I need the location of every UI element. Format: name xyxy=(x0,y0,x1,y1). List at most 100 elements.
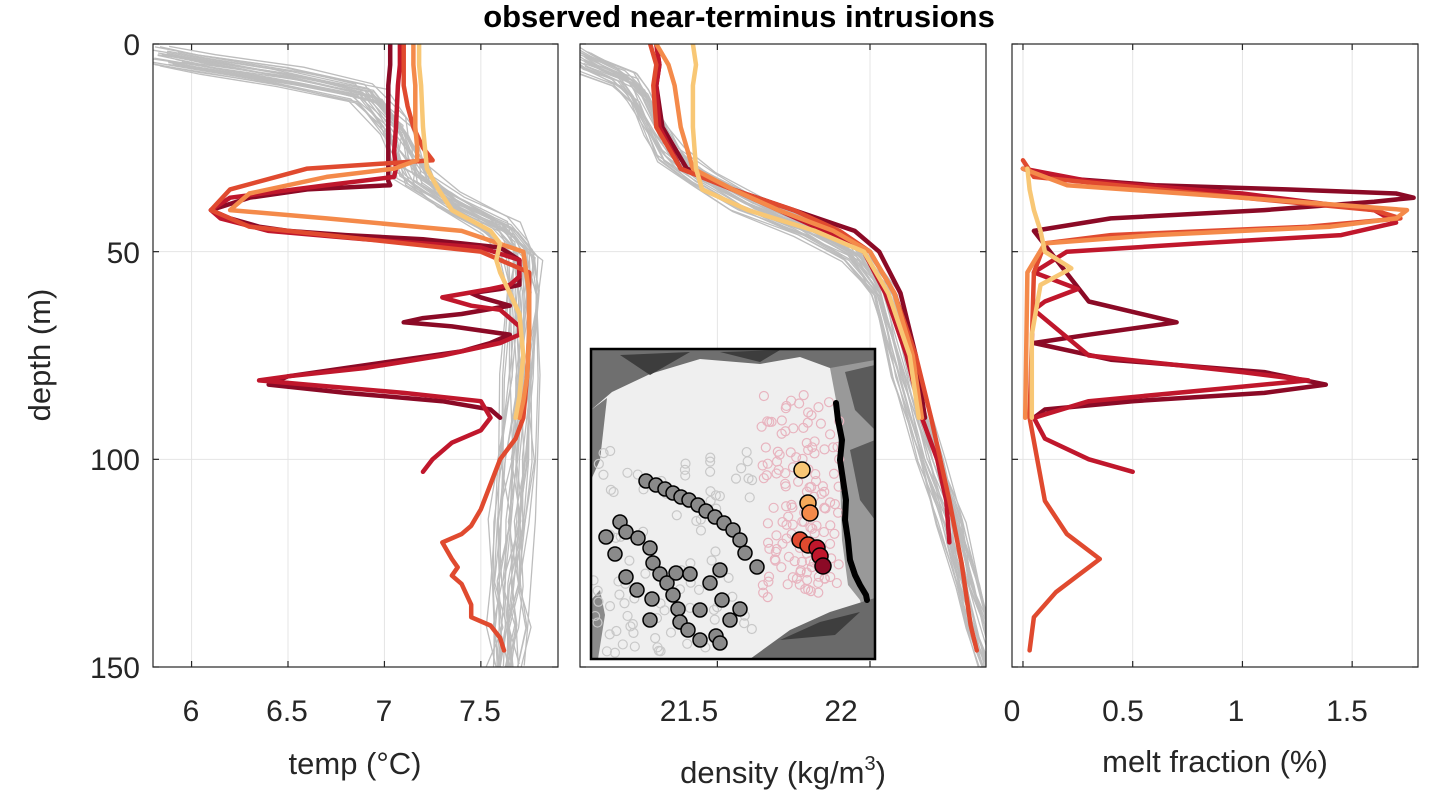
inset-open-marker-pink xyxy=(809,448,820,459)
inset-open-marker-pink xyxy=(777,538,788,549)
inset-open-marker-pink xyxy=(831,577,842,589)
inset-open-marker-grey xyxy=(746,623,757,635)
inset-profile-marker-grey xyxy=(737,545,753,561)
inset-open-marker-pink xyxy=(776,428,787,439)
inset-open-marker-pink xyxy=(763,576,774,587)
inset-open-marker-grey xyxy=(598,447,609,459)
series-line-profile-2 xyxy=(208,44,522,475)
inset-open-marker-pink xyxy=(764,416,775,428)
inset-profile-marker-grey xyxy=(680,622,696,638)
x-tick-labels-temp: 6 6.5 7 7.5 xyxy=(183,695,501,728)
inset-land-southwest xyxy=(591,590,605,659)
inset-open-marker-pink xyxy=(781,519,792,530)
inset-open-marker-grey xyxy=(682,638,693,649)
inset-open-marker-grey xyxy=(650,633,661,644)
inset-open-marker-pink xyxy=(763,571,775,582)
inset-profile-marker-grey xyxy=(629,582,645,598)
inset-open-marker-grey xyxy=(744,492,755,503)
inset-profile-marker-grey xyxy=(598,529,614,545)
inset-open-marker-grey xyxy=(624,555,635,566)
inset-open-marker-grey xyxy=(705,466,716,477)
ticks-density xyxy=(580,43,986,668)
background-profile-line xyxy=(173,63,540,667)
plot-area-melt xyxy=(1012,44,1418,667)
x-tick-label: 7 xyxy=(376,695,393,728)
inset-open-marker-grey xyxy=(605,445,616,457)
inset-open-marker-pink xyxy=(782,579,793,590)
inset-open-marker-grey xyxy=(659,605,670,616)
x-axis-label-temp: temp (°C) xyxy=(289,746,422,781)
inset-open-marker-grey xyxy=(680,470,691,481)
inset-profile-marker-grey xyxy=(630,530,646,546)
inset-open-marker-pink xyxy=(805,586,816,597)
inset-open-marker-grey xyxy=(604,601,616,612)
inset-open-marker-pink xyxy=(780,478,791,489)
inset-open-marker-pink xyxy=(829,499,841,510)
inset-open-marker-grey xyxy=(629,641,640,652)
panel-temperature: 0 50 100 150 6 6.5 7 7.5 temp (°C) depth… xyxy=(22,29,559,781)
inset-profile-marker-grey xyxy=(722,612,738,628)
x-tick-label: 22 xyxy=(824,695,857,728)
inset-profile-marker-grey xyxy=(732,601,748,617)
inset-markers xyxy=(591,390,845,658)
inset-profile-marker-grey xyxy=(712,635,728,651)
inset-map xyxy=(589,347,877,661)
inset-profile-marker-grey xyxy=(682,566,698,582)
series-line-profile-2 xyxy=(654,44,952,545)
inset-open-marker-pink xyxy=(819,502,830,513)
inset-profile-marker-grey xyxy=(714,592,730,608)
inset-open-marker-grey xyxy=(705,452,716,463)
inset-open-marker-pink xyxy=(758,390,770,402)
x-tick-label: 1 xyxy=(1228,695,1245,728)
background-profile-line xyxy=(175,58,532,667)
inset-terrain-texture xyxy=(845,365,875,520)
inset-open-marker-pink xyxy=(774,449,785,460)
inset-profile-marker-grey xyxy=(670,601,686,617)
inset-open-marker-grey xyxy=(671,510,682,521)
series-line-profile-5 xyxy=(416,44,526,421)
inset-open-marker-pink xyxy=(761,470,772,481)
inset-open-marker-grey xyxy=(679,464,691,475)
inset-open-marker-pink xyxy=(786,499,797,511)
inset-profile-marker-grey xyxy=(607,546,623,562)
inset-open-marker-pink xyxy=(791,452,802,463)
inset-open-marker-pink xyxy=(769,554,780,565)
inset-open-marker-pink xyxy=(762,458,773,469)
inset-open-marker-grey xyxy=(604,629,615,640)
y-axis-label: depth (m) xyxy=(22,289,57,422)
inset-profile-marker-grey xyxy=(659,575,675,591)
inset-profile-marker-grey xyxy=(712,562,728,578)
axes-box-temp xyxy=(152,43,559,668)
inset-open-marker-pink xyxy=(809,436,820,447)
inset-open-marker-pink xyxy=(795,567,806,578)
inset-profile-marker-grey xyxy=(642,540,658,556)
inset-open-marker-grey xyxy=(593,596,604,607)
inset-open-marker-pink xyxy=(776,562,787,573)
inset-open-marker-grey xyxy=(709,614,720,625)
inset-open-marker-pink xyxy=(798,390,809,401)
axes-box-density xyxy=(579,43,987,668)
inset-frame xyxy=(589,347,877,661)
axes-box-melt xyxy=(1011,43,1419,668)
x-axis-label-density-suffix: ) xyxy=(876,755,886,790)
inset-open-marker-pink xyxy=(788,423,799,434)
x-tick-label: 1.5 xyxy=(1326,695,1368,728)
inset-open-marker-grey xyxy=(627,619,638,630)
inset-open-marker-pink xyxy=(771,530,782,541)
inset-open-marker-pink xyxy=(809,528,820,539)
inset-open-marker-pink xyxy=(803,444,814,456)
background-profile-line xyxy=(153,61,520,667)
series-lines-density xyxy=(647,44,980,653)
series-line-profile-5 xyxy=(1025,166,1074,421)
background-profiles-temp xyxy=(153,45,544,667)
background-profile-line xyxy=(166,50,524,666)
x-tick-label: 6.5 xyxy=(266,695,308,728)
series-line-profile-5 xyxy=(690,44,922,421)
inset-open-marker-pink xyxy=(803,584,814,595)
inset-open-marker-pink xyxy=(819,486,830,497)
inset-profile-marker-grey xyxy=(702,575,718,591)
inset-open-marker-grey xyxy=(591,575,599,586)
inset-open-marker-pink xyxy=(825,520,836,531)
inset-profile-marker-grey xyxy=(749,559,765,575)
inset-open-marker-pink xyxy=(770,546,781,557)
